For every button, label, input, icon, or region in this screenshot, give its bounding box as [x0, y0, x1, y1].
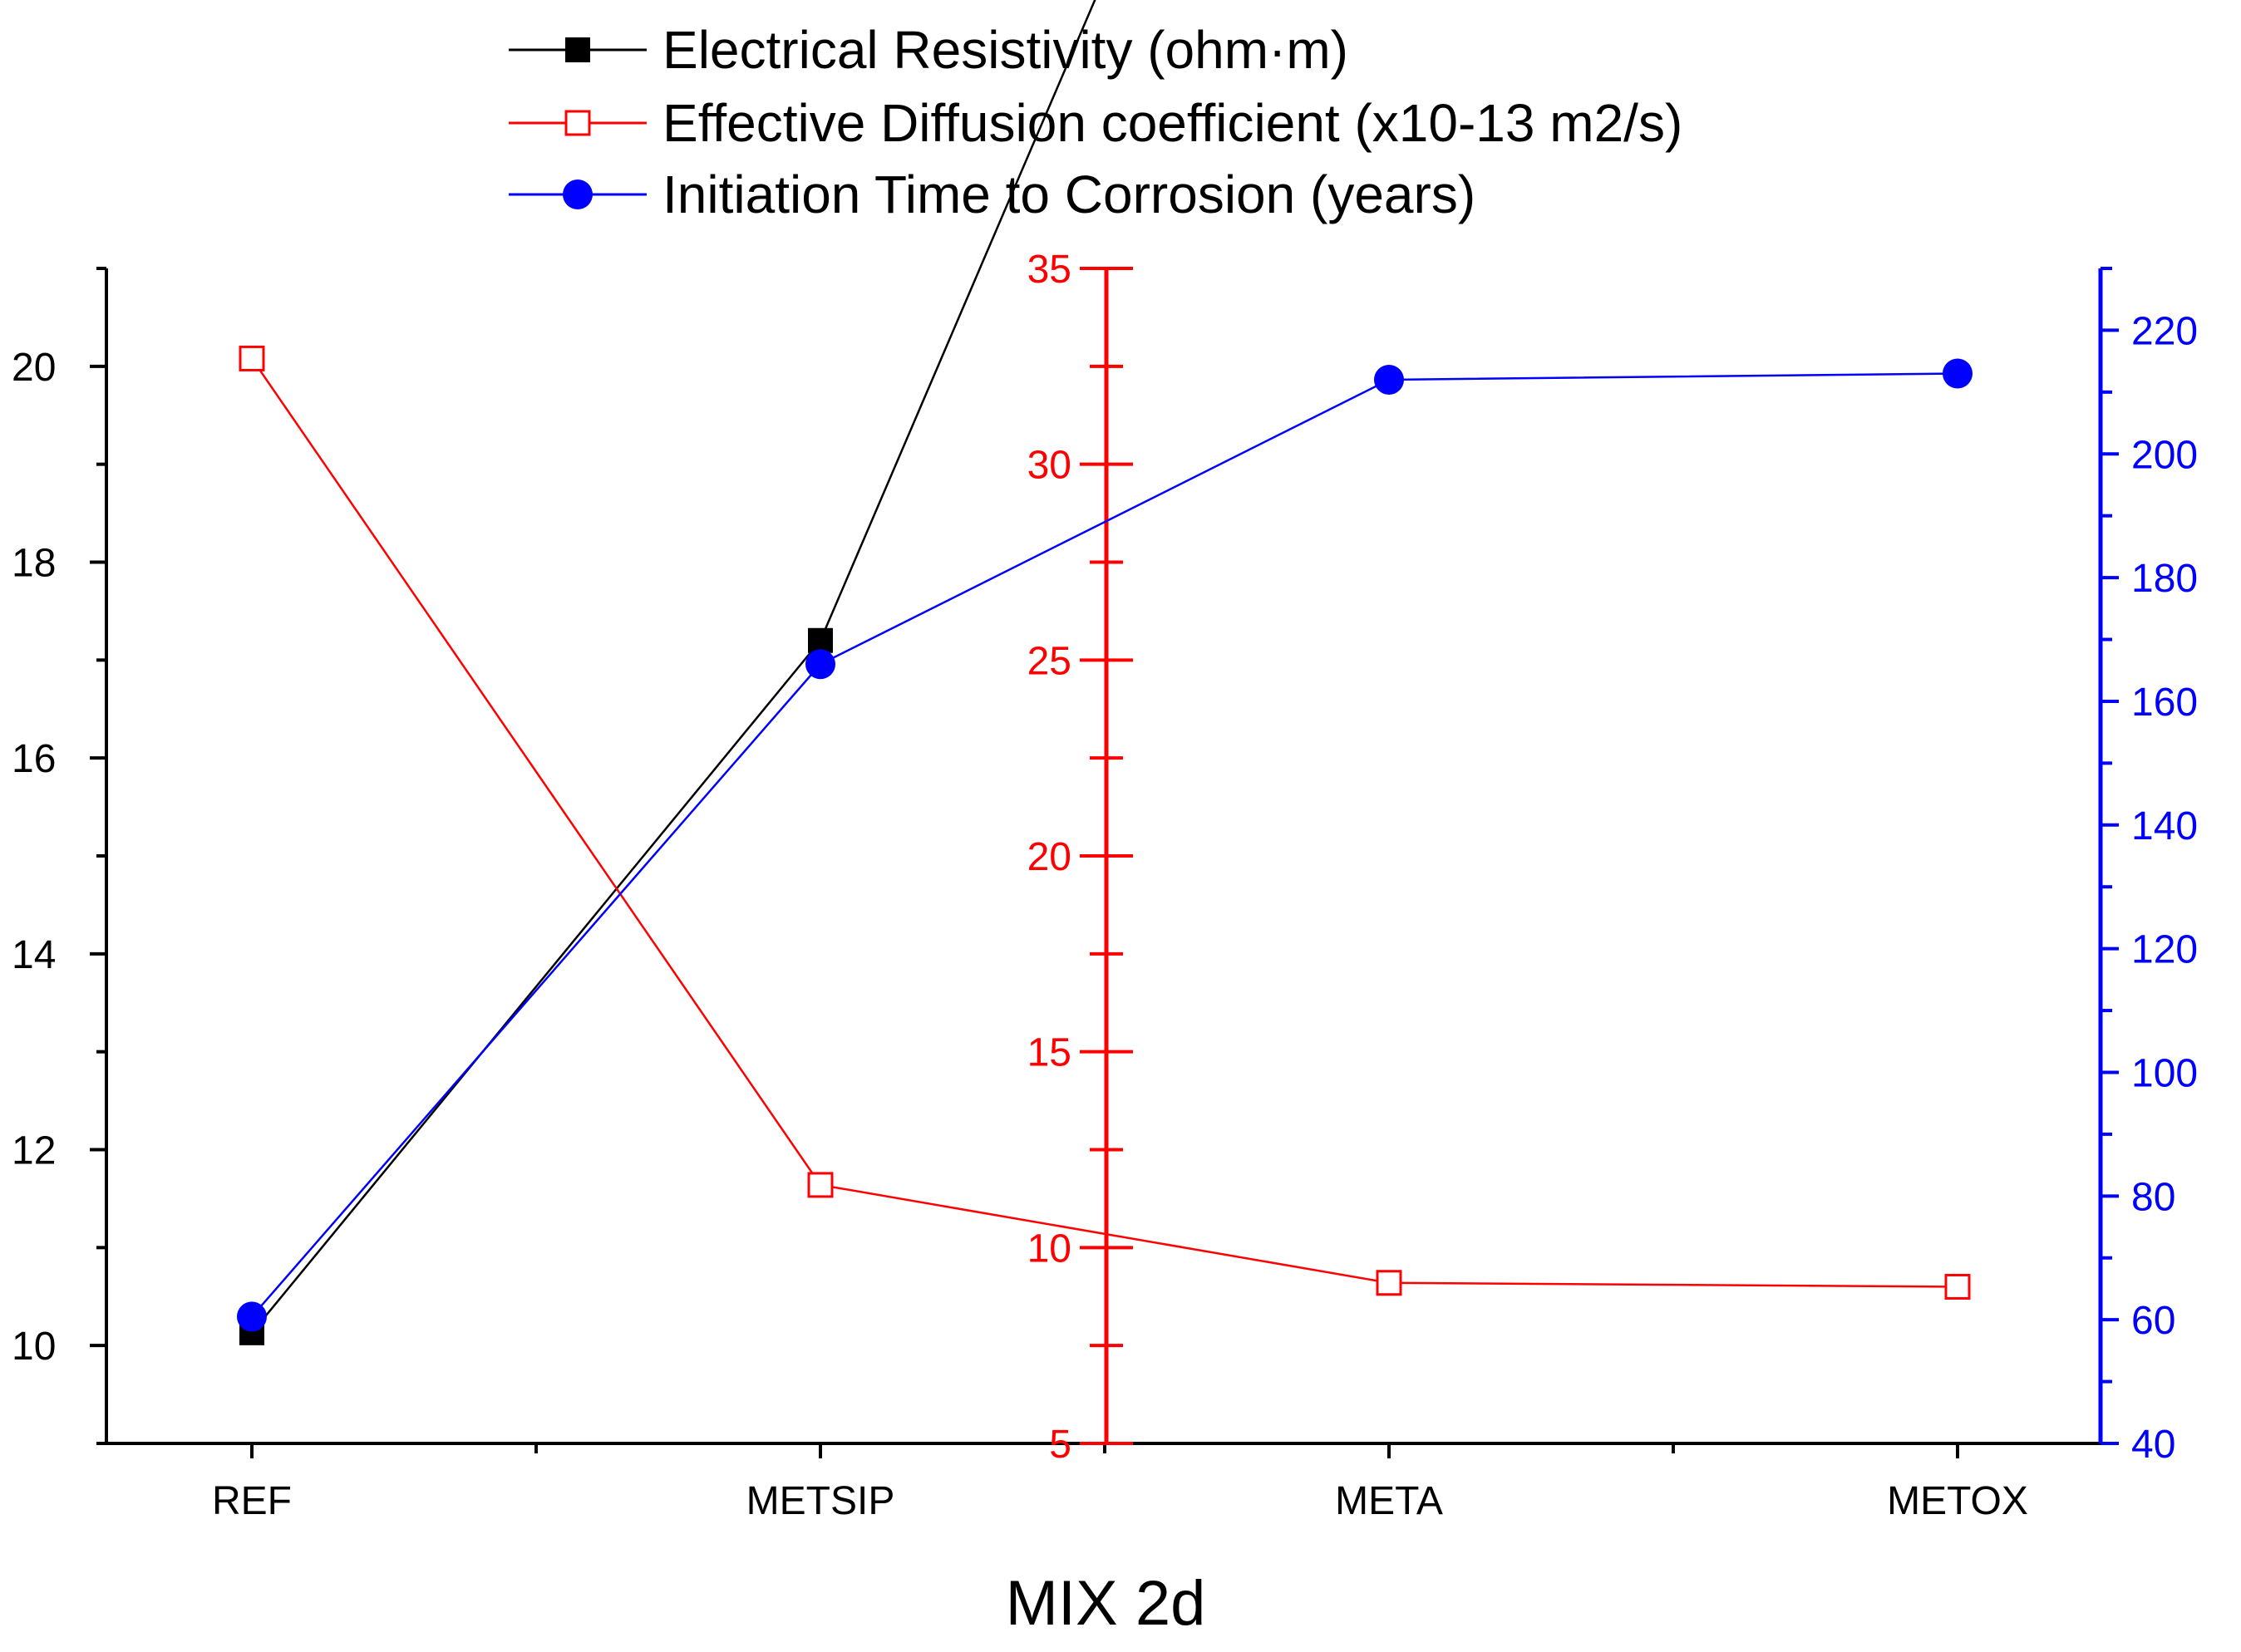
- series-line: [250, 357, 1958, 1288]
- legend-label: Electrical Resistivity (ohm·m): [662, 20, 1348, 80]
- series-3: [237, 358, 1973, 1332]
- middle-y-tick-label: 5: [1049, 1423, 1071, 1467]
- legend-marker: [563, 179, 593, 209]
- left-y-tick-label: 18: [12, 542, 56, 586]
- right-y-tick-label: 220: [2131, 309, 2198, 353]
- legend: Electrical Resistivity (ohm·m) Effective …: [509, 20, 1682, 224]
- data-point: [805, 649, 835, 680]
- legend-label: Effective Diffusion coefficient (x10-13 …: [662, 93, 1682, 153]
- x-tick-label: METSIP: [746, 1479, 895, 1523]
- right-y-tick-label: 140: [2131, 804, 2198, 848]
- axes: REF METSIP META METOX 10 12 14 16 18 20 5 10 15 20 25 3…: [12, 248, 2198, 1523]
- data-point: [1376, 1270, 1402, 1296]
- legend-marker: [564, 110, 591, 136]
- right-y-tick-label: 60: [2131, 1299, 2175, 1343]
- data-point: [239, 345, 265, 371]
- middle-y-tick-label: 30: [1027, 444, 1071, 488]
- series-line: [251, 0, 1096, 1334]
- legend-entry-3: Initiation Time to Corrosion (years): [509, 165, 1475, 224]
- series-layer: [237, 0, 1973, 1345]
- middle-y-tick-label: 10: [1027, 1227, 1071, 1271]
- left-y-tick-label: 14: [12, 933, 56, 977]
- left-y-tick-label: 10: [12, 1325, 56, 1369]
- series-2: [239, 345, 1971, 1300]
- middle-y-tick-label: 15: [1027, 1031, 1071, 1075]
- data-point: [1944, 1273, 1971, 1300]
- x-tick-label: REF: [212, 1479, 292, 1523]
- data-point: [1943, 358, 1973, 389]
- right-y-tick-label: 120: [2131, 928, 2198, 972]
- left-y-tick-label: 16: [12, 737, 56, 781]
- data-point: [807, 1172, 834, 1198]
- left-y-tick-label: 20: [12, 346, 56, 390]
- right-y-tick-label: 80: [2131, 1175, 2175, 1219]
- right-y-tick-label: 40: [2131, 1423, 2175, 1467]
- legend-label: Initiation Time to Corrosion (years): [662, 165, 1475, 224]
- middle-y-tick-label: 35: [1027, 248, 1071, 292]
- middle-y-tick-label: 20: [1027, 835, 1071, 879]
- x-tick-label: META: [1335, 1479, 1443, 1523]
- legend-marker: [565, 37, 590, 62]
- right-y-tick-label: 100: [2131, 1051, 2198, 1095]
- x-axis-title: MIX 2d: [1006, 1568, 1206, 1639]
- data-point: [1374, 364, 1404, 395]
- series-line: [251, 372, 1958, 1318]
- right-y-tick-label: 160: [2131, 681, 2198, 725]
- x-tick-label: METOX: [1887, 1479, 2028, 1523]
- legend-entry-1: Electrical Resistivity (ohm·m): [509, 20, 1348, 80]
- legend-entry-2: Effective Diffusion coefficient (x10-13 …: [509, 93, 1682, 153]
- data-point: [237, 1301, 267, 1332]
- left-y-tick-label: 12: [12, 1129, 56, 1173]
- data-point: [808, 627, 833, 653]
- right-y-tick-label: 180: [2131, 557, 2198, 601]
- right-y-tick-label: 200: [2131, 433, 2198, 477]
- middle-y-tick-label: 25: [1027, 639, 1071, 683]
